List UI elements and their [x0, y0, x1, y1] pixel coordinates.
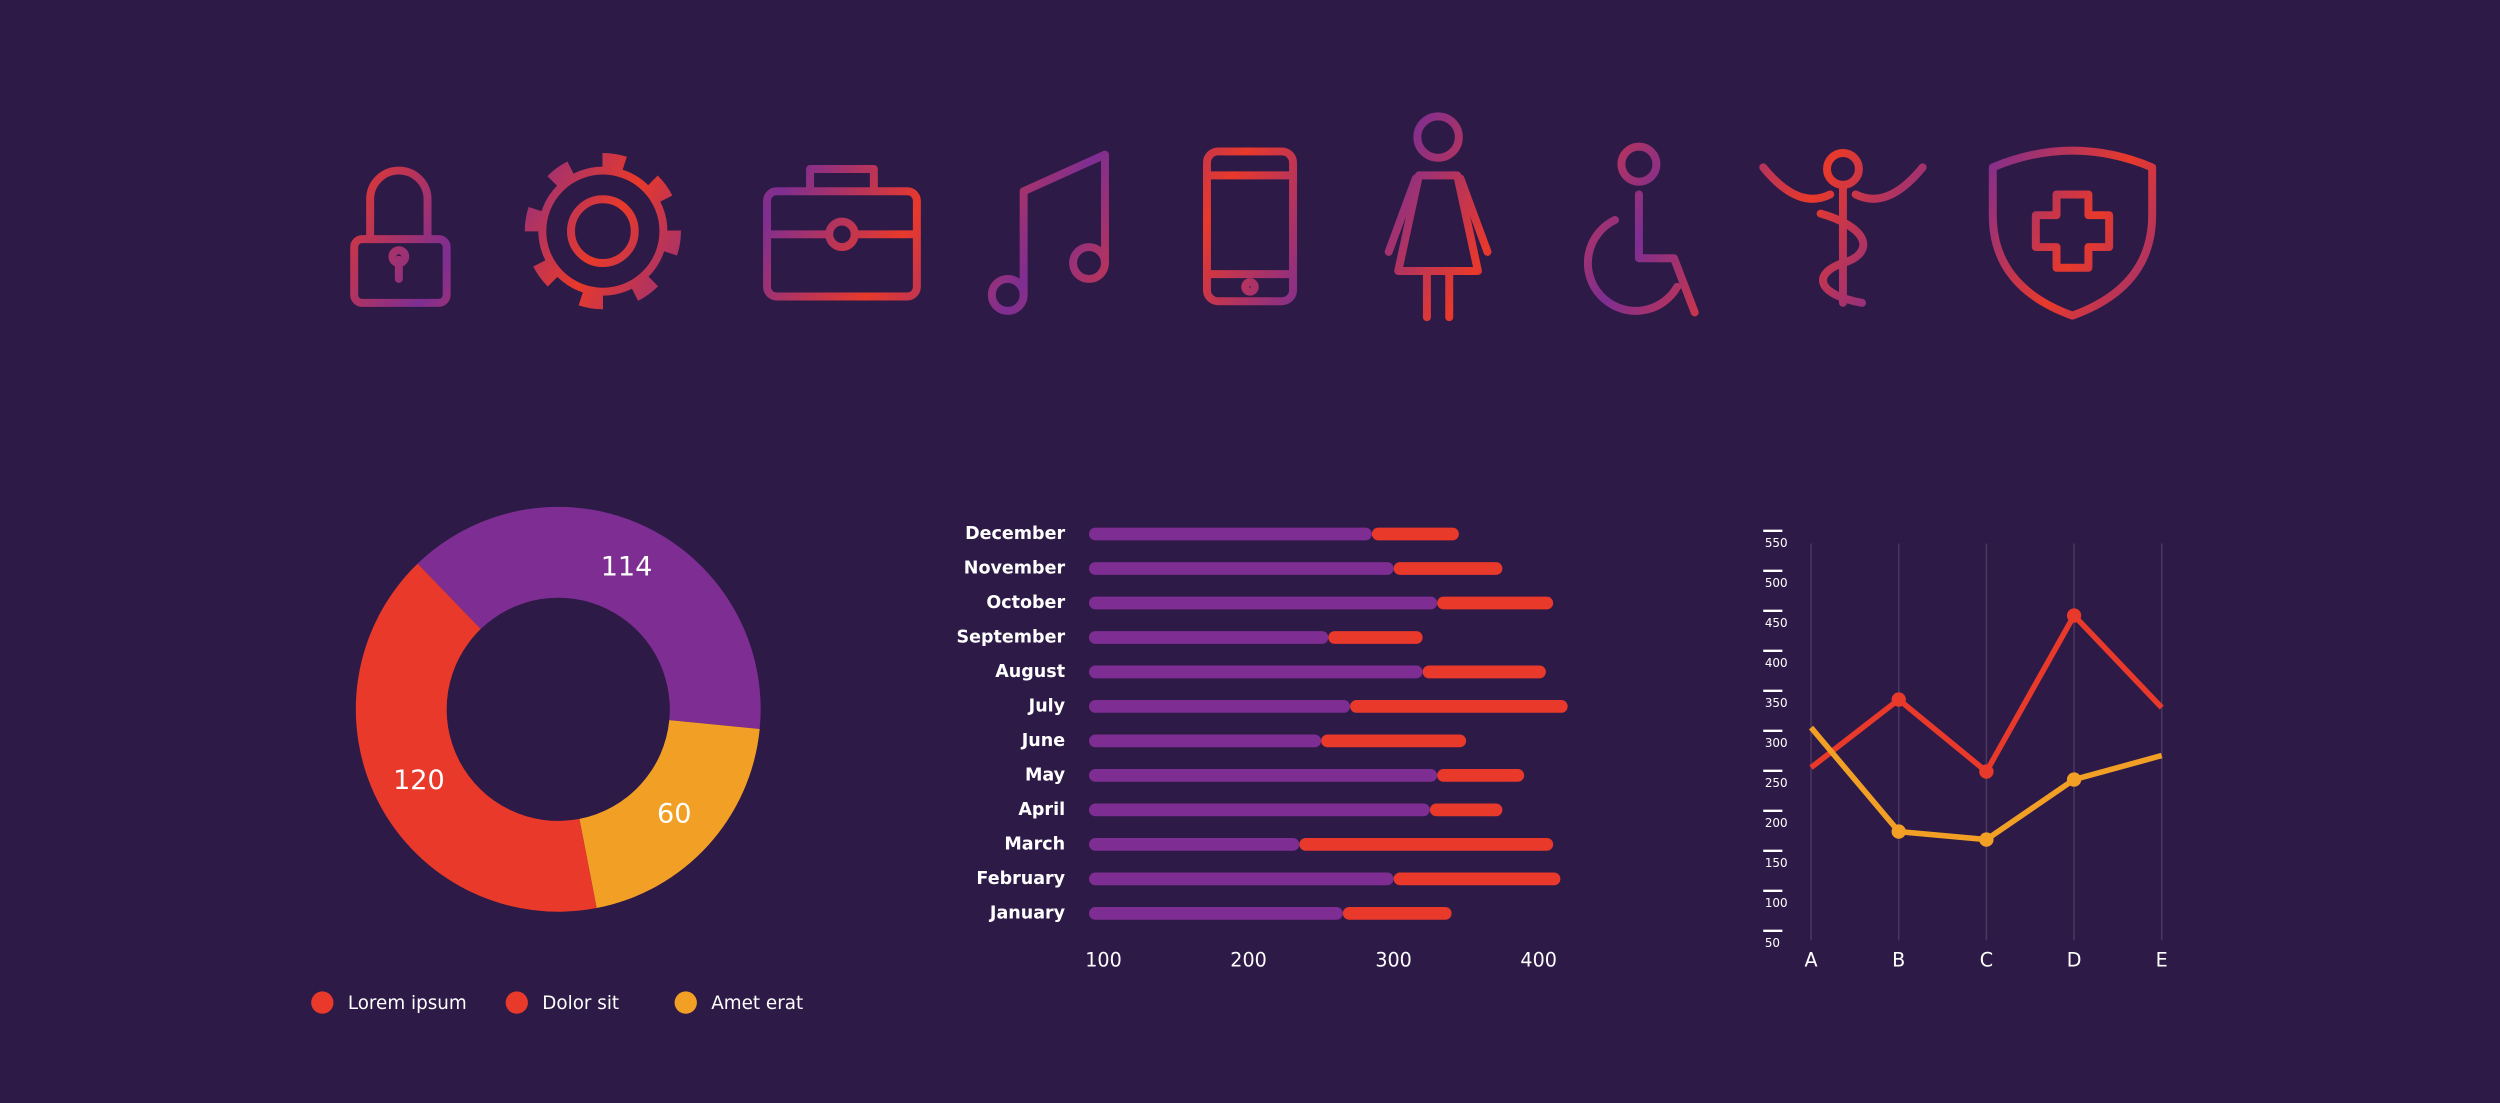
donut-segment [355, 563, 597, 912]
music-icon [987, 150, 1109, 315]
briefcase-icon [763, 164, 921, 301]
x-tick-label: 300 [1375, 949, 1411, 972]
x-tick-label: C [1980, 949, 1993, 972]
y-tick-label: 150 [1765, 856, 1788, 870]
bar-segment [1393, 562, 1503, 575]
bar-segment [1328, 631, 1423, 644]
bar-segment [1089, 562, 1394, 575]
bar-segment [1089, 596, 1438, 610]
category-label: October [986, 593, 1065, 613]
bar-segment [1089, 907, 1343, 920]
y-tick-label: 500 [1765, 576, 1788, 590]
category-label: June [1021, 731, 1065, 751]
category-label: August [995, 662, 1065, 682]
bar-segment [1089, 665, 1423, 679]
category-label: February [976, 869, 1065, 889]
shield-icon [1988, 146, 2157, 320]
bar-segment [1393, 872, 1561, 886]
gear-icon [524, 153, 681, 310]
y-tick-label: 50 [1765, 936, 1780, 950]
legend-label: Amet erat [711, 993, 803, 1014]
bar-segment [1089, 527, 1372, 541]
line-marker [1979, 832, 1994, 847]
donut-value-label: 60 [657, 799, 691, 830]
bar-segment [1299, 838, 1554, 851]
bar-segment [1422, 665, 1546, 679]
y-tick-label: 350 [1765, 696, 1788, 710]
woman-icon [1384, 112, 1492, 322]
line-marker [1979, 764, 1994, 779]
wheelchair-icon [1583, 142, 1699, 317]
lock-icon [350, 166, 451, 307]
caduceus-icon [1759, 149, 1927, 307]
donut-segment [417, 506, 761, 730]
category-label: November [964, 558, 1066, 578]
bar-segment [1089, 734, 1322, 748]
x-tick-label: E [2156, 949, 2168, 972]
category-label: December [965, 524, 1065, 544]
x-tick-label: 400 [1520, 949, 1556, 972]
y-tick-label: 100 [1765, 896, 1788, 910]
x-tick-label: D [2067, 949, 2082, 972]
donut-value-label: 114 [601, 551, 653, 582]
donut-segment [579, 720, 760, 909]
bar-segment [1089, 700, 1351, 713]
x-tick-label: 100 [1085, 949, 1121, 972]
bar-segment [1437, 596, 1554, 610]
bar-segment [1089, 803, 1430, 817]
x-tick-label: 200 [1230, 949, 1266, 972]
bar-segment [1089, 631, 1329, 644]
line-marker [1891, 824, 1906, 839]
x-tick-label: A [1805, 949, 1818, 972]
icon-row [350, 112, 2157, 322]
bar-segment [1342, 907, 1452, 920]
y-tick-label: 400 [1765, 656, 1788, 670]
line-marker [2066, 608, 2082, 623]
bar-segment [1350, 700, 1568, 713]
bar-segment [1437, 769, 1525, 782]
category-label: March [1004, 834, 1065, 854]
y-tick-label: 300 [1765, 736, 1788, 750]
bar-segment [1089, 838, 1300, 851]
y-tick-label: 250 [1765, 776, 1788, 790]
y-tick-label: 550 [1765, 536, 1788, 550]
y-tick-label: 200 [1765, 816, 1788, 830]
category-label: January [989, 903, 1066, 923]
bar-segment [1089, 769, 1438, 782]
legend-swatch [505, 991, 528, 1014]
legend-label: Dolor sit [542, 993, 619, 1014]
category-label: May [1025, 765, 1066, 785]
legend-swatch [674, 991, 697, 1014]
phone-icon [1202, 147, 1298, 306]
y-tick-label: 450 [1765, 616, 1788, 630]
category-label: September [957, 627, 1066, 647]
line-marker [2066, 772, 2082, 787]
x-tick-label: B [1892, 949, 1905, 972]
legend-label: Lorem ipsum [348, 993, 467, 1014]
bar-segment [1371, 527, 1459, 541]
category-label: April [1018, 800, 1065, 820]
category-label: July [1028, 696, 1066, 716]
line-marker [1891, 692, 1906, 707]
bar-segment [1089, 872, 1394, 886]
bar-segment [1321, 734, 1467, 748]
donut-value-label: 120 [393, 765, 445, 796]
bar-segment [1429, 803, 1503, 817]
legend-swatch [311, 991, 334, 1014]
